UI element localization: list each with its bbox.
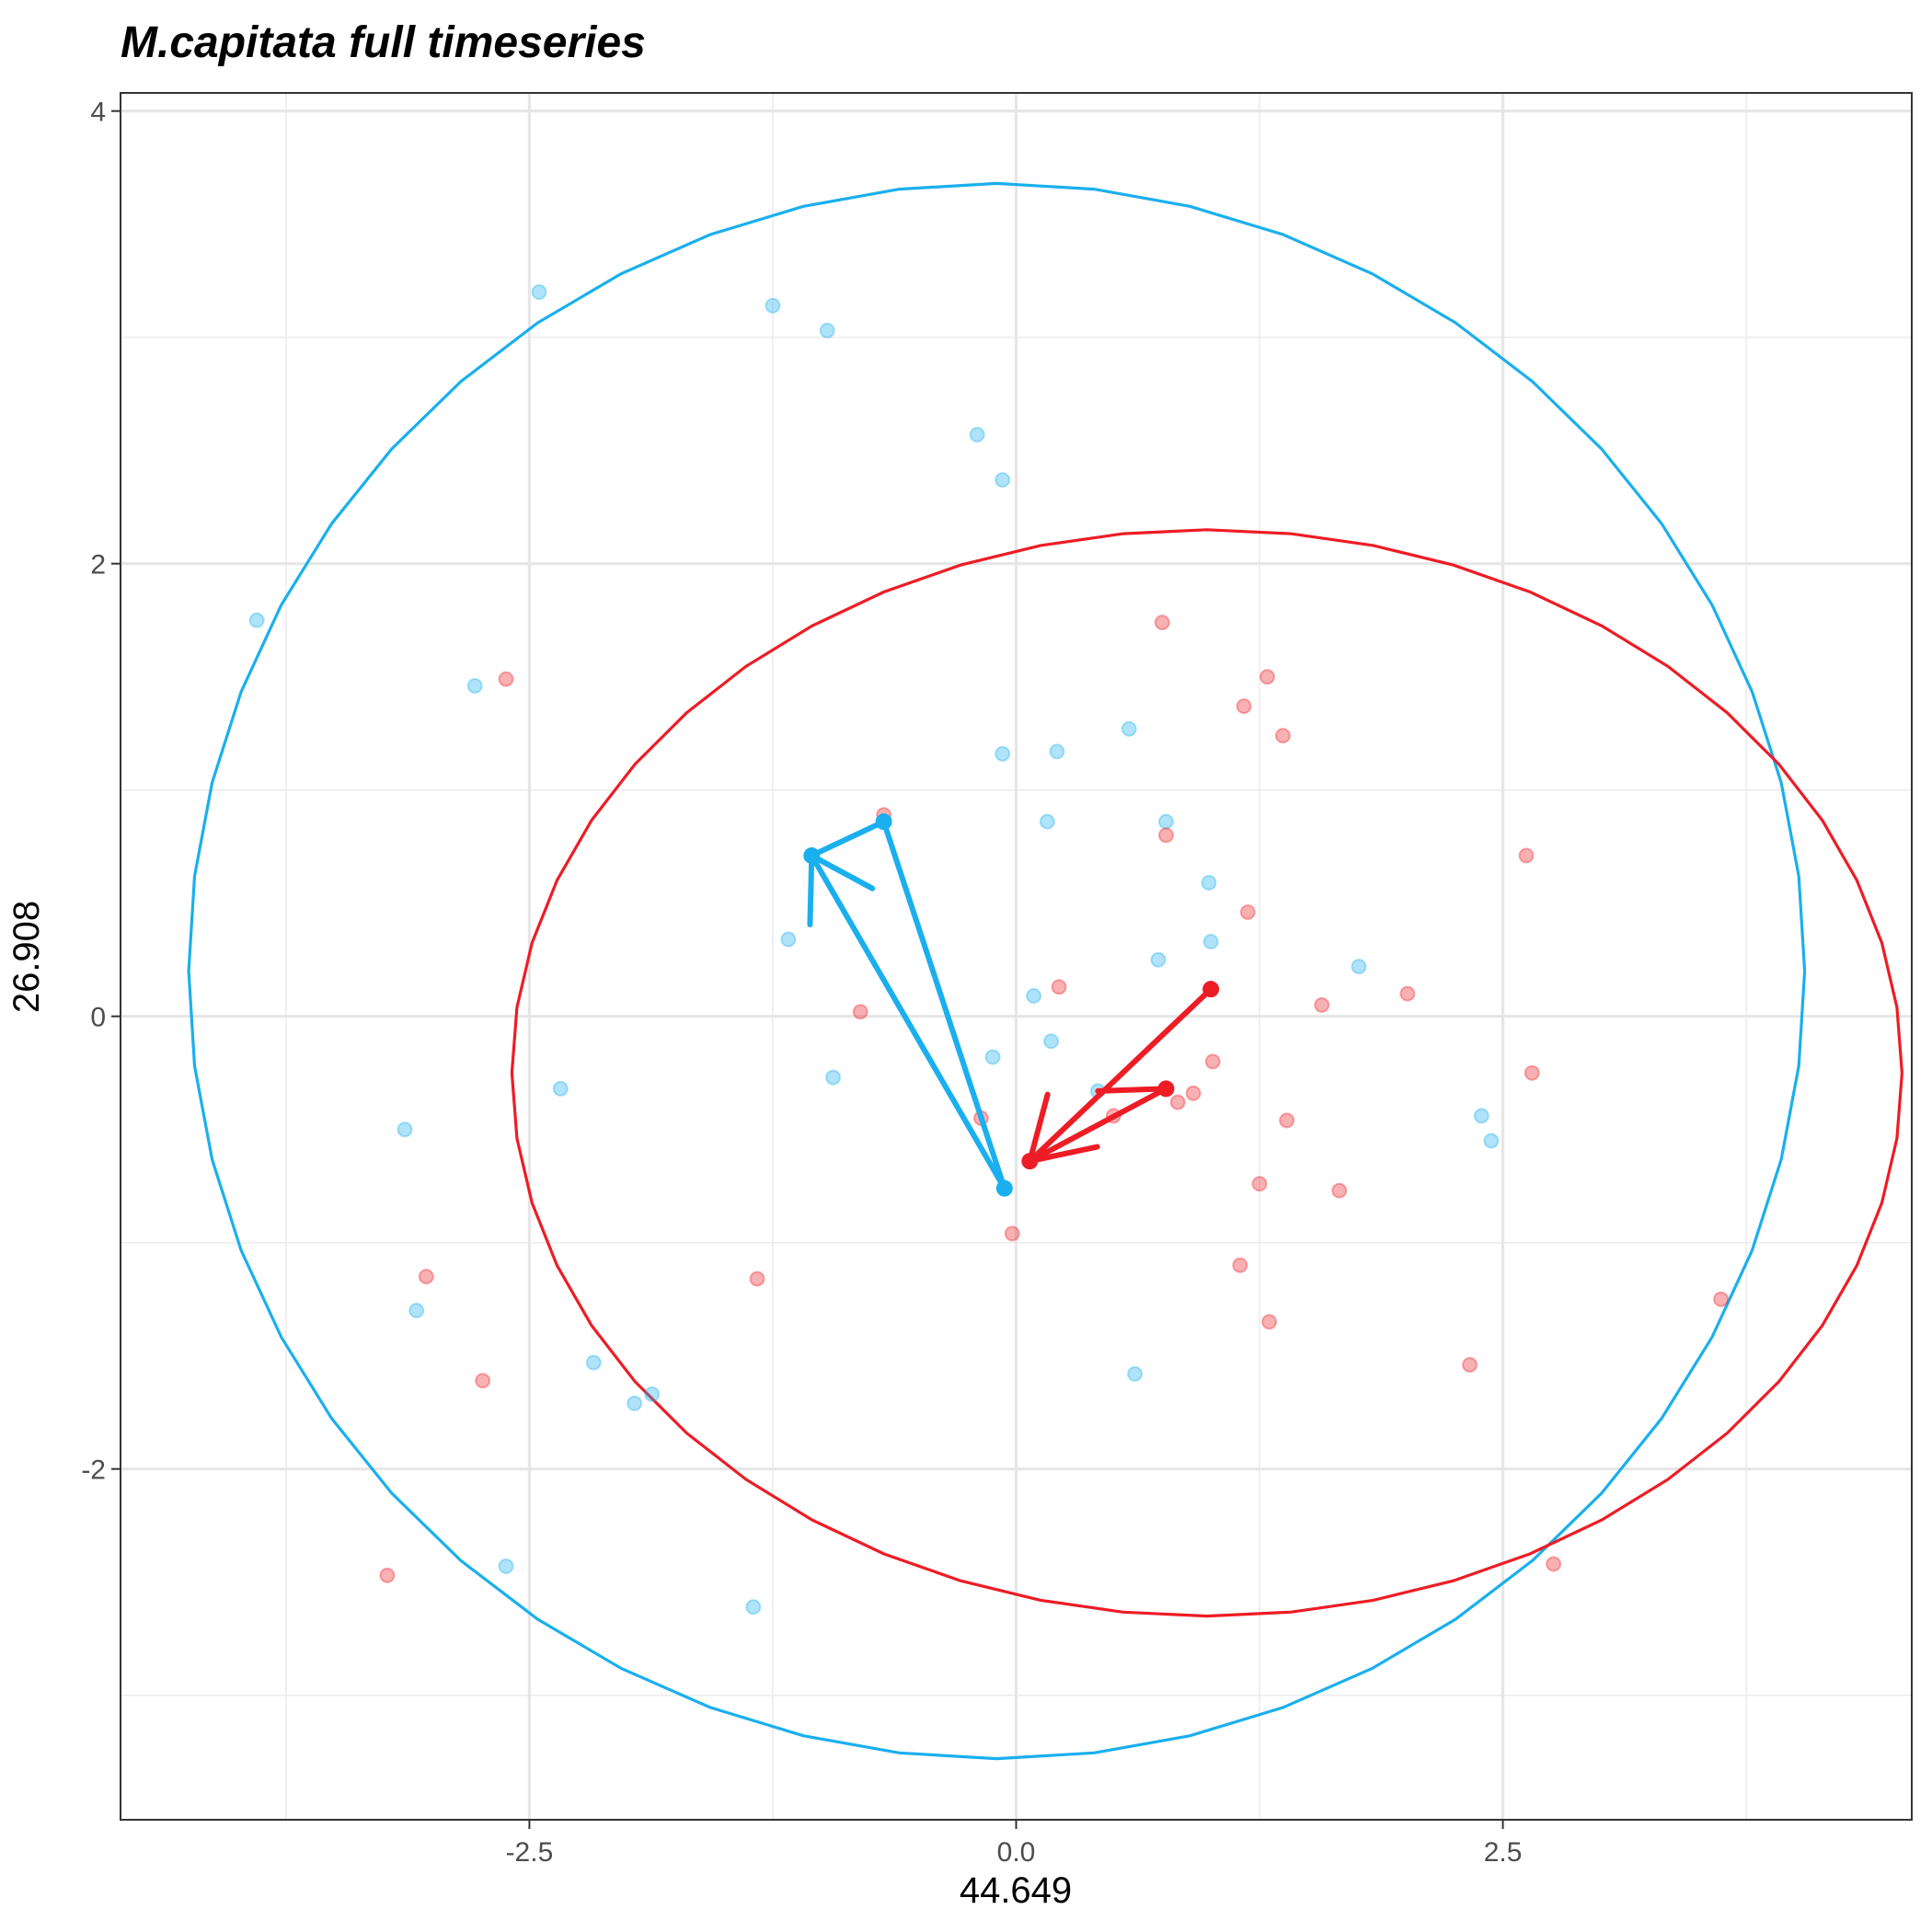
data-point xyxy=(408,1302,425,1318)
confidence-ellipses xyxy=(187,181,1903,1761)
data-point xyxy=(498,1558,514,1574)
data-point xyxy=(1039,813,1055,830)
data-point xyxy=(1462,1357,1478,1374)
series-0-centroid-point xyxy=(803,847,821,865)
series-1-trajectory-segment xyxy=(1027,986,1214,1165)
series-0-centroid-point xyxy=(875,813,892,831)
data-point xyxy=(1524,1064,1540,1081)
series-0-trajectory-segment xyxy=(880,819,1007,1191)
series-1-trajectory-segment xyxy=(1027,1086,1169,1165)
data-point xyxy=(1351,959,1367,975)
data-point xyxy=(1201,875,1217,891)
data-point xyxy=(1004,1225,1020,1242)
data-point xyxy=(466,678,483,695)
series-1-trajectory-segment xyxy=(1095,1086,1169,1094)
data-point xyxy=(852,1004,868,1020)
data-point xyxy=(1127,1365,1144,1382)
series-1-centroid-point xyxy=(1202,981,1220,998)
series-1-centroid-point xyxy=(1021,1153,1039,1170)
data-point xyxy=(418,1269,434,1285)
data-point xyxy=(1154,615,1170,631)
data-point xyxy=(552,1080,569,1097)
data-point xyxy=(1169,1094,1186,1110)
y-tick-label: 4 xyxy=(90,98,106,128)
data-point xyxy=(984,1049,1001,1065)
data-point xyxy=(995,472,1011,489)
data-point xyxy=(1546,1556,1562,1572)
data-point xyxy=(627,1395,643,1411)
series-1-ellipse xyxy=(510,528,1903,1618)
chart-title: M.capitata full timeseries xyxy=(121,18,646,67)
series-0-arrowhead xyxy=(807,853,815,928)
data-point xyxy=(1043,1033,1060,1050)
y-tick-label: 2 xyxy=(90,550,106,581)
data-point xyxy=(749,1271,765,1287)
data-point xyxy=(1279,1112,1295,1129)
data-point xyxy=(585,1354,602,1371)
series-0-trajectory-segment xyxy=(809,853,1007,1191)
data-point xyxy=(1185,1085,1202,1101)
axis-ticks: -2.5 0.0 2.5 -2 0 2 4 xyxy=(81,98,1522,1868)
data-point xyxy=(531,283,547,300)
data-point xyxy=(1049,743,1065,760)
series-1-arrowhead xyxy=(1027,1091,1051,1165)
data-point xyxy=(1314,996,1330,1013)
data-point xyxy=(1251,1176,1268,1192)
data-point xyxy=(1202,934,1219,950)
data-point xyxy=(1026,988,1042,1005)
x-tick-label: -2.5 xyxy=(506,1837,554,1868)
data-point xyxy=(1399,985,1416,1002)
data-point xyxy=(819,322,835,339)
data-point xyxy=(379,1567,396,1583)
data-point xyxy=(1204,1053,1221,1070)
series-0-arrowhead xyxy=(809,853,876,891)
data-point xyxy=(780,931,797,948)
scatter-points xyxy=(248,283,1730,1616)
data-point xyxy=(1236,698,1252,715)
data-point xyxy=(498,671,514,687)
data-point xyxy=(1331,1182,1348,1199)
y-tick-label: 0 xyxy=(90,1003,106,1033)
data-point xyxy=(745,1599,762,1616)
data-point xyxy=(969,426,985,443)
data-point xyxy=(825,1069,842,1086)
data-point xyxy=(1483,1133,1500,1149)
data-point xyxy=(1239,904,1256,921)
x-axis-label: 44.649 xyxy=(960,1870,1072,1911)
data-point xyxy=(1259,669,1276,685)
x-tick-label: 2.5 xyxy=(1484,1837,1523,1868)
data-point xyxy=(1121,720,1137,737)
data-point xyxy=(1150,951,1167,968)
series-1-arrowhead xyxy=(1027,1144,1100,1165)
data-point xyxy=(995,745,1011,762)
x-tick-label: 0.0 xyxy=(997,1837,1036,1868)
data-point xyxy=(475,1373,491,1389)
data-point xyxy=(397,1121,413,1138)
data-point xyxy=(1713,1291,1730,1307)
data-point xyxy=(1232,1257,1248,1273)
major-gridlines xyxy=(121,93,1912,1820)
data-point xyxy=(765,297,781,314)
series-1-centroid-point xyxy=(1157,1080,1175,1098)
data-point xyxy=(1518,847,1535,864)
centroid-trajectories xyxy=(803,813,1220,1197)
data-point xyxy=(1157,827,1174,844)
data-point xyxy=(1473,1108,1489,1124)
data-point xyxy=(1051,979,1067,995)
data-point xyxy=(644,1386,661,1403)
series-0-ellipse xyxy=(187,181,1807,1761)
data-point xyxy=(1157,813,1174,830)
series-0-centroid-point xyxy=(995,1179,1013,1197)
y-tick-label: -2 xyxy=(81,1455,106,1486)
y-axis-label: 26.908 xyxy=(6,901,47,1013)
data-point xyxy=(1261,1314,1278,1330)
series-0-trajectory-segment xyxy=(809,819,887,859)
data-point xyxy=(1274,728,1291,744)
data-point xyxy=(248,612,265,628)
